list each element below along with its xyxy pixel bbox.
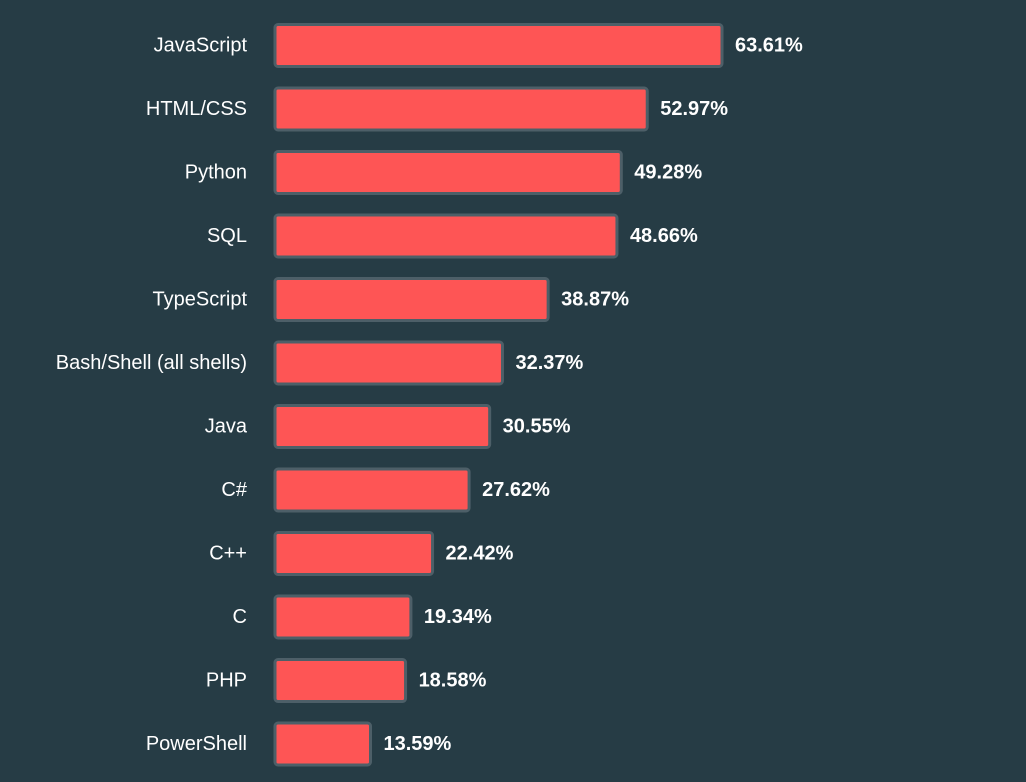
bars-layer bbox=[273, 23, 724, 767]
value-label-powershell: 13.59% bbox=[383, 733, 451, 755]
category-label-python: Python bbox=[185, 162, 247, 184]
category-label-sql: SQL bbox=[207, 225, 247, 247]
bar-sql bbox=[273, 213, 619, 259]
value-label-typescript: 38.87% bbox=[561, 289, 629, 311]
bar-javascript bbox=[273, 23, 724, 68]
value-label-javascript: 63.61% bbox=[735, 35, 803, 57]
bar-typescript bbox=[273, 277, 550, 322]
category-label-c: C# bbox=[221, 479, 247, 501]
category-label-java: Java bbox=[205, 416, 248, 438]
value-label-html-css: 52.97% bbox=[660, 98, 728, 120]
value-label-sql: 48.66% bbox=[630, 225, 698, 247]
value-label-php: 18.58% bbox=[419, 670, 487, 692]
bar-c bbox=[273, 594, 413, 640]
category-labels: JavaScript HTML/CSS Python SQL TypeScript Bas… bbox=[56, 35, 248, 756]
bar-bash-shell-all-shells bbox=[273, 340, 504, 386]
bar-html-css bbox=[273, 86, 649, 132]
bar-c bbox=[273, 467, 471, 513]
bar-php bbox=[273, 658, 408, 703]
category-label-powershell: PowerShell bbox=[146, 733, 247, 755]
category-label-c: C++ bbox=[209, 543, 247, 565]
value-label-java: 30.55% bbox=[503, 416, 571, 438]
category-label-c: C bbox=[233, 606, 247, 628]
value-label-bash-shell-all-shells: 32.37% bbox=[515, 352, 583, 374]
bar-powershell bbox=[273, 721, 372, 767]
value-label-python: 49.28% bbox=[634, 162, 702, 184]
value-label-c: 27.62% bbox=[482, 479, 550, 501]
bar-python bbox=[273, 150, 623, 195]
value-labels: 63.61% 52.97% 49.28% 48.66% 38.87% 32.37% 30.5… bbox=[383, 35, 803, 756]
bar-c bbox=[273, 531, 435, 576]
category-label-bash-shell-all-shells: Bash/Shell (all shells) bbox=[56, 352, 247, 374]
category-label-php: PHP bbox=[206, 670, 247, 692]
value-label-c: 19.34% bbox=[424, 606, 492, 628]
category-label-javascript: JavaScript bbox=[154, 35, 248, 57]
category-label-html-css: HTML/CSS bbox=[146, 98, 247, 120]
value-label-c: 22.42% bbox=[446, 543, 514, 565]
bar-java bbox=[273, 404, 492, 449]
category-label-typescript: TypeScript bbox=[153, 289, 248, 311]
